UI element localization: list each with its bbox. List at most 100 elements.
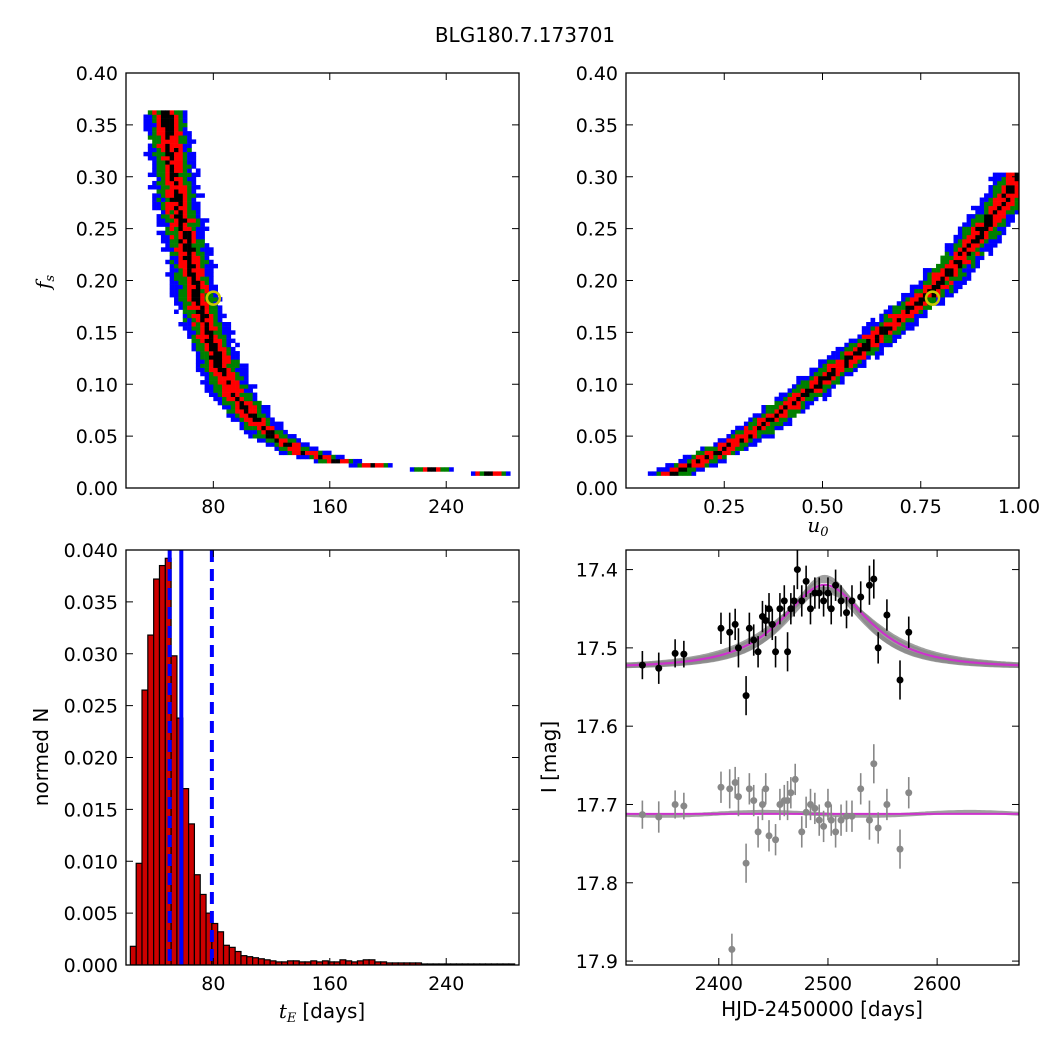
cell-level-3 bbox=[204, 309, 210, 314]
cell-level-1 bbox=[988, 247, 994, 252]
cell-level-2 bbox=[182, 135, 188, 140]
cell-level-3 bbox=[949, 259, 954, 265]
cell-level-3 bbox=[174, 168, 179, 173]
cell-level-3 bbox=[239, 413, 245, 418]
cell-level-3 bbox=[822, 380, 828, 385]
cell-level-1 bbox=[835, 351, 841, 356]
cell-level-2 bbox=[970, 259, 976, 265]
cell-level-1 bbox=[152, 201, 157, 207]
cell-level-3 bbox=[997, 201, 1002, 207]
cell-level-1 bbox=[265, 409, 271, 414]
cell-level-4 bbox=[204, 330, 210, 335]
cell-level-1 bbox=[809, 367, 815, 373]
cell-level-3 bbox=[870, 330, 876, 335]
cell-level-4 bbox=[796, 396, 801, 402]
cell-level-4 bbox=[217, 355, 223, 360]
cell-level-3 bbox=[826, 367, 832, 373]
cell-level-2 bbox=[208, 371, 214, 377]
cell-level-3 bbox=[1010, 172, 1015, 178]
cell-level-4 bbox=[204, 322, 210, 327]
histogram-bar bbox=[199, 893, 207, 965]
cell-level-2 bbox=[174, 234, 179, 240]
cell-level-1 bbox=[191, 346, 197, 352]
cell-level-3 bbox=[182, 197, 188, 202]
residual-point bbox=[837, 816, 845, 824]
cell-level-3 bbox=[178, 251, 184, 256]
cell-level-1 bbox=[235, 342, 240, 348]
histogram-bar bbox=[252, 957, 260, 965]
cell-level-1 bbox=[182, 126, 188, 132]
cell-level-3 bbox=[1010, 193, 1015, 198]
cell-level-3 bbox=[217, 380, 223, 385]
cell-level-2 bbox=[165, 214, 170, 219]
cell-level-1 bbox=[888, 309, 893, 314]
cell-level-4 bbox=[160, 114, 166, 119]
fs-u0-xlabel: u0 bbox=[807, 513, 828, 540]
cell-level-1 bbox=[287, 434, 293, 439]
cell-level-2 bbox=[217, 334, 223, 339]
cell-level-1 bbox=[957, 230, 963, 236]
cell-level-3 bbox=[730, 446, 736, 451]
y-tick-label: 0.25 bbox=[76, 219, 118, 241]
cell-level-1 bbox=[665, 467, 670, 472]
cell-level-2 bbox=[169, 209, 175, 215]
cell-level-2 bbox=[979, 243, 985, 248]
cell-level-2 bbox=[187, 214, 192, 219]
cell-level-2 bbox=[204, 280, 210, 285]
cell-level-3 bbox=[217, 346, 223, 352]
cell-level-3 bbox=[475, 471, 480, 476]
cell-level-2 bbox=[239, 392, 245, 397]
cell-level-1 bbox=[953, 239, 959, 244]
cell-level-2 bbox=[901, 305, 906, 310]
residual-point bbox=[870, 760, 878, 768]
cell-level-1 bbox=[195, 367, 201, 373]
cell-level-1 bbox=[191, 160, 197, 165]
cell-level-3 bbox=[278, 438, 284, 443]
cell-level-1 bbox=[200, 371, 205, 377]
cell-level-1 bbox=[735, 450, 740, 456]
cell-level-2 bbox=[844, 367, 849, 373]
cell-level-3 bbox=[966, 259, 972, 265]
cell-level-4 bbox=[174, 147, 179, 153]
cell-level-3 bbox=[213, 338, 218, 344]
cell-level-1 bbox=[187, 334, 192, 339]
residual-point bbox=[765, 832, 773, 840]
cell-level-1 bbox=[975, 209, 980, 215]
cell-level-3 bbox=[813, 380, 819, 385]
cell-level-1 bbox=[1005, 222, 1011, 227]
cell-level-3 bbox=[997, 193, 1002, 198]
cell-level-3 bbox=[857, 355, 863, 360]
cell-level-1 bbox=[752, 442, 758, 447]
cell-level-4 bbox=[765, 417, 771, 422]
x-tick-label: 240 bbox=[428, 973, 464, 995]
cell-level-2 bbox=[927, 297, 932, 302]
cell-level-3 bbox=[909, 309, 915, 314]
cell-level-1 bbox=[962, 280, 967, 285]
cell-level-2 bbox=[217, 384, 223, 389]
cell-level-1 bbox=[143, 122, 149, 128]
cell-level-3 bbox=[169, 185, 175, 190]
cell-level-3 bbox=[905, 313, 911, 319]
cell-level-3 bbox=[235, 388, 240, 393]
cell-level-3 bbox=[191, 230, 197, 236]
cell-level-3 bbox=[208, 326, 214, 331]
cell-level-4 bbox=[169, 156, 175, 161]
cell-level-3 bbox=[783, 413, 788, 418]
cell-level-2 bbox=[213, 384, 218, 389]
cell-level-1 bbox=[874, 322, 880, 327]
cell-level-1 bbox=[800, 409, 806, 414]
cell-level-3 bbox=[291, 442, 297, 447]
cell-level-1 bbox=[187, 326, 192, 331]
cell-level-3 bbox=[191, 251, 197, 256]
cell-level-3 bbox=[191, 218, 197, 223]
cell-level-1 bbox=[195, 363, 201, 368]
cell-level-3 bbox=[222, 351, 227, 356]
cell-level-2 bbox=[857, 338, 863, 344]
cell-level-2 bbox=[962, 226, 967, 231]
cell-level-3 bbox=[305, 450, 310, 456]
cell-level-1 bbox=[853, 367, 858, 373]
cell-level-2 bbox=[687, 458, 692, 464]
cell-level-1 bbox=[905, 292, 911, 298]
cell-level-3 bbox=[1005, 180, 1011, 186]
cell-level-3 bbox=[182, 209, 188, 215]
